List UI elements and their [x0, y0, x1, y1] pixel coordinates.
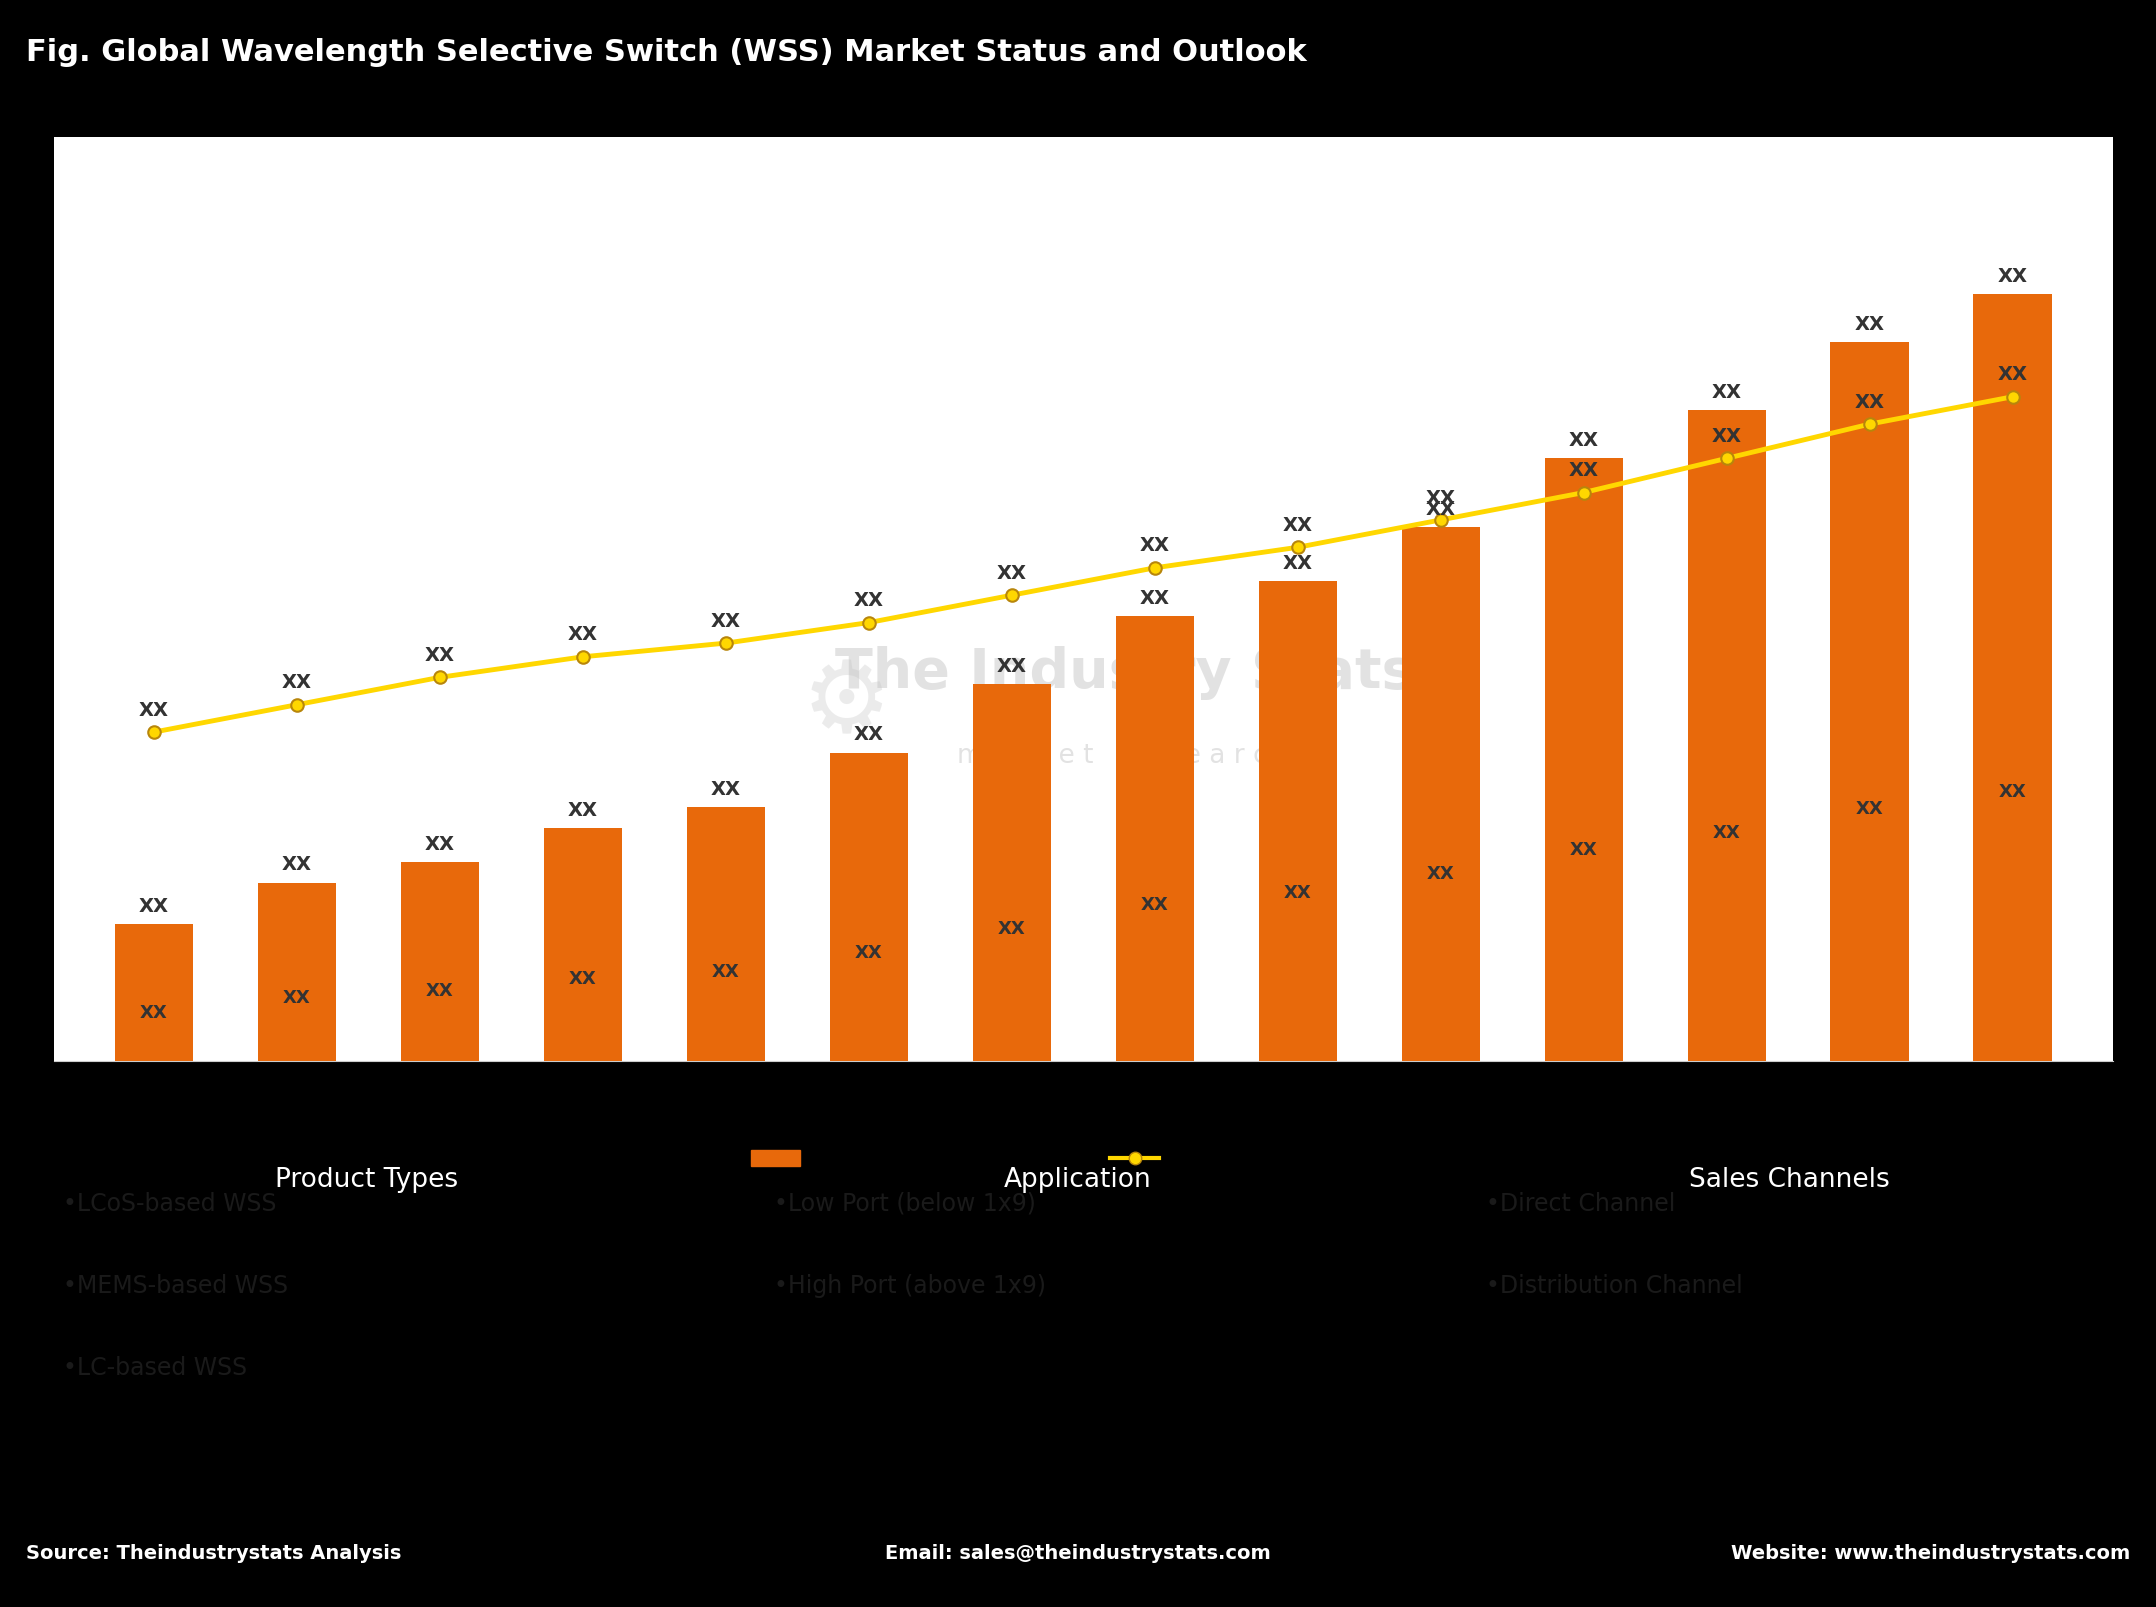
- Text: •LCoS-based WSS

•MEMS-based WSS

•LC-based WSS: •LCoS-based WSS •MEMS-based WSS •LC-base…: [63, 1192, 289, 1380]
- Text: XX: XX: [1712, 382, 1742, 402]
- Text: Product Types: Product Types: [276, 1167, 457, 1192]
- Text: XX: XX: [567, 800, 597, 820]
- Bar: [259, 882, 336, 1061]
- Text: XX: XX: [711, 963, 740, 980]
- Text: XX: XX: [1999, 365, 2029, 384]
- Text: m a r k e t   r e s e a r c h: m a r k e t r e s e a r c h: [957, 742, 1291, 768]
- Text: ⚙: ⚙: [802, 656, 890, 754]
- Text: XX: XX: [1570, 461, 1600, 480]
- Text: XX: XX: [711, 612, 742, 632]
- Text: Source: Theindustrystats Analysis: Source: Theindustrystats Analysis: [26, 1544, 401, 1562]
- Text: XX: XX: [996, 657, 1026, 677]
- Text: XX: XX: [1854, 392, 1884, 411]
- Text: XX: XX: [1999, 783, 2027, 802]
- Text: XX: XX: [427, 982, 453, 1000]
- Text: XX: XX: [854, 591, 884, 611]
- Bar: [1544, 458, 1623, 1061]
- Bar: [114, 924, 194, 1061]
- Bar: [830, 752, 908, 1061]
- Text: XX: XX: [1999, 267, 2029, 286]
- Text: XX: XX: [856, 943, 882, 963]
- Text: XX: XX: [1285, 884, 1311, 902]
- Text: XX: XX: [569, 971, 597, 988]
- Text: XX: XX: [1283, 516, 1313, 535]
- Text: XX: XX: [1856, 800, 1884, 818]
- Bar: [401, 861, 479, 1061]
- Text: XX: XX: [425, 646, 455, 665]
- Legend: Revenue (Million $), Y-oY Growth Rate (%): Revenue (Million $), Y-oY Growth Rate (%…: [752, 1149, 1414, 1170]
- Text: XX: XX: [140, 1004, 168, 1022]
- Bar: [543, 828, 623, 1061]
- Text: XX: XX: [1141, 537, 1171, 556]
- Text: Fig. Global Wavelength Selective Switch (WSS) Market Status and Outlook: Fig. Global Wavelength Selective Switch …: [26, 37, 1307, 67]
- Text: XX: XX: [282, 673, 313, 693]
- Text: XX: XX: [854, 725, 884, 744]
- Text: XX: XX: [1570, 840, 1598, 858]
- Text: XX: XX: [1854, 315, 1884, 334]
- Text: XX: XX: [996, 564, 1026, 583]
- Text: Application: Application: [1005, 1167, 1151, 1192]
- Text: XX: XX: [1141, 588, 1171, 607]
- Text: XX: XX: [1425, 500, 1455, 519]
- Text: XX: XX: [1712, 427, 1742, 447]
- Text: XX: XX: [998, 919, 1026, 938]
- Text: XX: XX: [1141, 897, 1169, 914]
- Text: XX: XX: [282, 855, 313, 874]
- Bar: [1973, 294, 2053, 1061]
- Text: XX: XX: [1283, 554, 1313, 574]
- Text: XX: XX: [138, 701, 168, 720]
- Bar: [972, 685, 1052, 1061]
- Text: XX: XX: [425, 836, 455, 853]
- Text: XX: XX: [1425, 489, 1455, 508]
- Text: XX: XX: [1570, 431, 1600, 450]
- Bar: [1115, 615, 1194, 1061]
- Text: XX: XX: [567, 625, 597, 644]
- Text: Website: www.theindustrystats.com: Website: www.theindustrystats.com: [1731, 1544, 2130, 1562]
- Text: Email: sales@theindustrystats.com: Email: sales@theindustrystats.com: [886, 1544, 1270, 1562]
- Text: XX: XX: [282, 990, 310, 1008]
- Bar: [1830, 342, 1908, 1061]
- Text: XX: XX: [711, 779, 742, 799]
- Text: XX: XX: [1714, 824, 1740, 842]
- Text: •Direct Channel

•Distribution Channel: •Direct Channel •Distribution Channel: [1485, 1192, 1742, 1298]
- Text: XX: XX: [1427, 865, 1455, 882]
- Bar: [686, 807, 765, 1061]
- Text: •Low Port (below 1x9)

•High Port (above 1x9): •Low Port (below 1x9) •High Port (above …: [774, 1192, 1046, 1298]
- Bar: [1401, 527, 1481, 1061]
- Text: Sales Channels: Sales Channels: [1688, 1167, 1891, 1192]
- Bar: [1259, 582, 1337, 1061]
- Text: The Industry Stats: The Industry Stats: [834, 646, 1414, 699]
- Text: XX: XX: [138, 897, 168, 916]
- Bar: [1688, 410, 1766, 1061]
